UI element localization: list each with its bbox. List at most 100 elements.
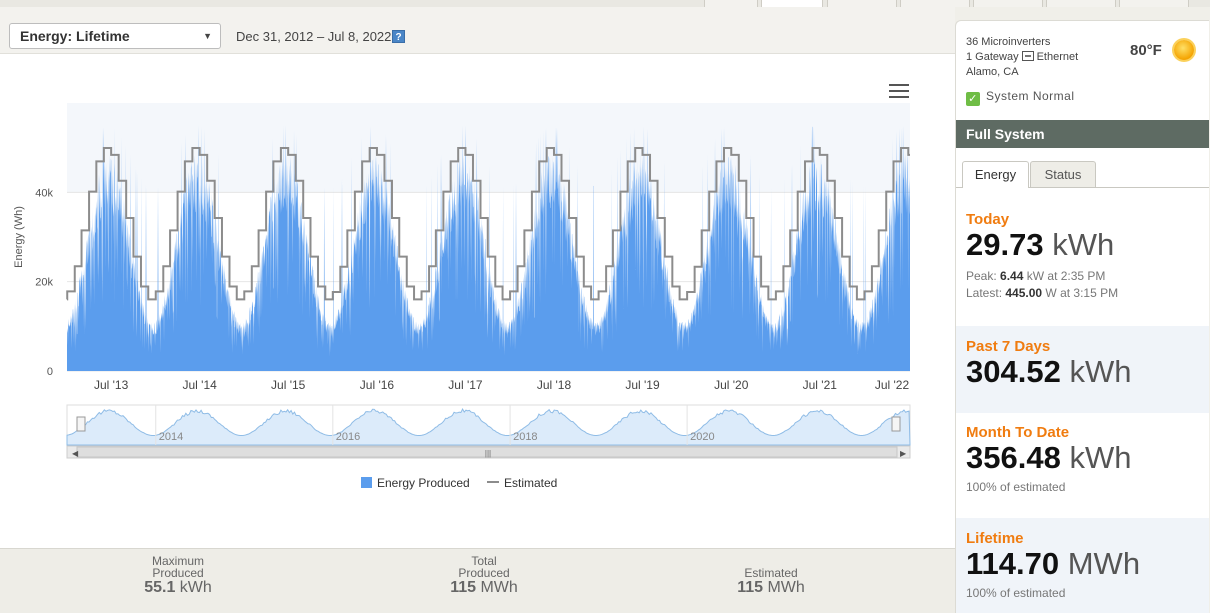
navigator-left-handle[interactable] bbox=[76, 416, 86, 432]
mtd-note: 100% of estimated bbox=[966, 480, 1066, 494]
today-panel: Today 29.73 kWh Peak: 6.44 kW at 2:35 PM… bbox=[956, 188, 1209, 326]
tab-energy[interactable]: Energy bbox=[962, 161, 1029, 188]
mtd-energy: 356.48 kWh bbox=[966, 441, 1209, 475]
navigator[interactable]: 2014 2016 2018 2020 ◀ ▶ ||| bbox=[66, 404, 911, 459]
navigator-year-label: 2020 bbox=[690, 431, 714, 443]
past7-value: 304.52 bbox=[966, 354, 1061, 389]
x-tick-label: Jul '14 bbox=[183, 378, 218, 392]
top-tab-active[interactable] bbox=[761, 0, 823, 7]
view-select[interactable]: Energy: Lifetime ▼ bbox=[9, 23, 221, 49]
gateway-label: 1 Gateway bbox=[966, 51, 1019, 63]
mtd-panel: Month To Date 356.48 kWh 100% of estimat… bbox=[956, 413, 1209, 518]
navigator-series bbox=[66, 408, 911, 446]
x-axis: Jul '13 Jul '14 Jul '15 Jul '16 Jul '17 Jul '… bbox=[94, 378, 910, 392]
peak-prefix: Peak: bbox=[966, 269, 997, 283]
temperature: 80°F bbox=[1130, 42, 1162, 59]
x-tick-label: Jul '16 bbox=[360, 378, 395, 392]
latest-value: 445.00 bbox=[1005, 286, 1043, 300]
legend: Energy Produced Estimated bbox=[361, 476, 557, 490]
energy-produced-series[interactable] bbox=[67, 124, 910, 371]
lifetime-value: 114.70 bbox=[966, 546, 1060, 581]
lifetime-label: Lifetime bbox=[966, 530, 1024, 547]
scrollbar-grip: ||| bbox=[485, 449, 491, 458]
stat-estimated-unit: MWh bbox=[767, 579, 805, 596]
top-tab[interactable] bbox=[1119, 0, 1189, 7]
gateway-connection: Ethernet bbox=[1036, 51, 1079, 63]
navigator-year-label: 2014 bbox=[159, 431, 183, 443]
chart-menu-icon[interactable] bbox=[889, 84, 909, 100]
stat-estimated: Estimated 115 MWh bbox=[721, 567, 821, 597]
x-tick-label: Jul '13 bbox=[94, 378, 129, 392]
stat-estimated-value: 115 bbox=[737, 579, 764, 596]
stat-total-value: 115 bbox=[450, 579, 477, 596]
x-tick-label: Jul '22 bbox=[875, 378, 910, 392]
estimated-series[interactable] bbox=[66, 146, 910, 301]
scrollbar-thumb[interactable] bbox=[76, 446, 898, 458]
legend-swatch-produced bbox=[361, 477, 372, 488]
site-location: Alamo, CA bbox=[966, 66, 1019, 78]
top-tab[interactable] bbox=[704, 0, 758, 7]
mtd-unit: kWh bbox=[1069, 440, 1132, 475]
x-tick-label: Jul '19 bbox=[625, 378, 660, 392]
stat-max-produced: Maximum Produced 55.1 kWh bbox=[128, 555, 228, 597]
stat-total-unit: MWh bbox=[480, 579, 518, 596]
scroll-left-icon[interactable]: ◀ bbox=[72, 449, 79, 458]
system-status-text: System Normal bbox=[986, 89, 1075, 103]
help-icon[interactable]: ? bbox=[392, 30, 405, 43]
top-tab[interactable] bbox=[973, 0, 1043, 7]
chevron-down-icon: ▼ bbox=[203, 31, 212, 41]
legend-label-estimated: Estimated bbox=[504, 476, 557, 490]
stat-max-label2: Produced bbox=[152, 566, 204, 580]
legend-label-produced: Energy Produced bbox=[377, 476, 470, 490]
latest-prefix: Latest: bbox=[966, 286, 1003, 300]
today-energy: 29.73 kWh bbox=[966, 228, 1209, 262]
lifetime-note: 100% of estimated bbox=[966, 586, 1066, 600]
x-tick-label: Jul '15 bbox=[271, 378, 306, 392]
stat-max-value: 55.1 bbox=[144, 579, 176, 596]
stat-max-unit: kWh bbox=[179, 579, 212, 596]
peak-value: 6.44 bbox=[1000, 269, 1024, 283]
top-tab[interactable] bbox=[827, 0, 897, 7]
mtd-value: 356.48 bbox=[966, 440, 1061, 475]
navigator-year-label: 2016 bbox=[336, 431, 360, 443]
ethernet-icon bbox=[1021, 51, 1034, 61]
lifetime-unit: MWh bbox=[1067, 546, 1141, 581]
scroll-right-icon[interactable]: ▶ bbox=[900, 449, 907, 458]
navigator-right-handle[interactable] bbox=[891, 416, 901, 432]
system-title-bar: Full System bbox=[956, 120, 1209, 148]
today-latest: Latest: 445.00 W at 3:15 PM bbox=[966, 285, 1209, 302]
sunny-weather-icon bbox=[1174, 40, 1194, 60]
system-status[interactable]: ✓ System Normal bbox=[966, 89, 1075, 106]
y-axis: 0 20k 40k bbox=[35, 187, 53, 378]
gateway-info: 1 Gateway Ethernet bbox=[966, 50, 1078, 65]
view-select-value: Energy: Lifetime bbox=[20, 28, 130, 44]
top-tab[interactable] bbox=[900, 0, 970, 7]
stat-total-value-line: 115 MWh bbox=[434, 579, 534, 597]
tab-status[interactable]: Status bbox=[1030, 161, 1096, 187]
y-tick-label: 0 bbox=[47, 366, 53, 378]
stat-max-value-line: 55.1 kWh bbox=[128, 579, 228, 597]
y-axis-label: Energy (Wh) bbox=[13, 206, 25, 268]
navigator-years: 2014 2016 2018 2020 bbox=[155, 405, 715, 445]
past7-label: Past 7 Days bbox=[966, 338, 1051, 355]
date-range: Dec 31, 2012 – Jul 8, 2022 bbox=[236, 29, 392, 44]
stat-estimated-value-line: 115 MWh bbox=[721, 579, 821, 597]
today-label: Today bbox=[966, 211, 1010, 228]
y-tick-label: 20k bbox=[35, 277, 53, 289]
sidebar-tabs: Energy Status bbox=[956, 161, 1209, 188]
top-tab-strip bbox=[0, 0, 1210, 7]
legend-item-estimated[interactable]: Estimated bbox=[487, 476, 557, 490]
today-peak: Peak: 6.44 kW at 2:35 PM bbox=[966, 268, 1209, 285]
system-sidebar: 36 Microinverters 1 Gateway Ethernet Alam… bbox=[955, 20, 1209, 613]
stat-total-label2: Produced bbox=[458, 566, 510, 580]
check-icon: ✓ bbox=[966, 92, 980, 106]
site-info: 36 Microinverters 1 Gateway Ethernet Alam… bbox=[966, 35, 1078, 80]
past7-panel: Past 7 Days 304.52 kWh bbox=[956, 326, 1209, 413]
x-tick-label: Jul '17 bbox=[448, 378, 483, 392]
peak-suffix: kW at 2:35 PM bbox=[1026, 269, 1106, 283]
stat-estimated-label: Estimated bbox=[744, 566, 798, 580]
legend-item-produced[interactable]: Energy Produced bbox=[361, 476, 470, 490]
today-unit: kWh bbox=[1052, 227, 1115, 262]
top-tab[interactable] bbox=[1046, 0, 1116, 7]
